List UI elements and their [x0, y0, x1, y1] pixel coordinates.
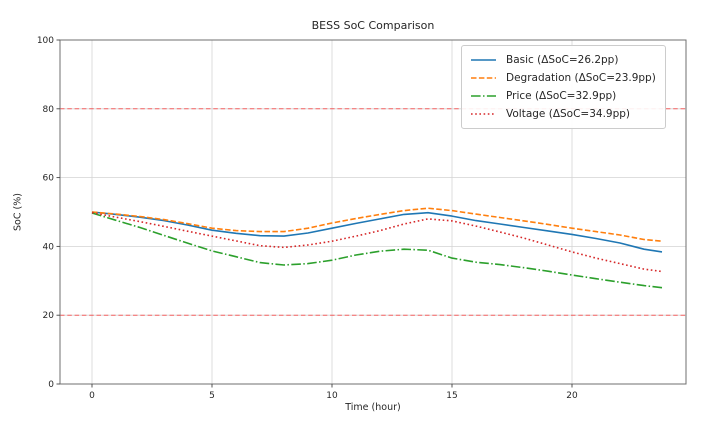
- chart-title: BESS SoC Comparison: [311, 19, 435, 32]
- axes-frame: [59, 39, 687, 385]
- x-tick-label: 0: [89, 391, 95, 401]
- y-axis-label: SoC (%): [12, 193, 24, 231]
- y-tick-label: 100: [37, 36, 54, 46]
- legend-item-degradation: Degradation (ΔSoC=23.9pp): [470, 69, 656, 87]
- x-tick-label: 10: [326, 391, 338, 401]
- legend-item-price: Price (ΔSoC=32.9pp): [470, 87, 656, 105]
- series-line-voltage: [91, 211, 663, 273]
- legend-item-voltage: Voltage (ΔSoC=34.9pp): [470, 105, 656, 123]
- legend-line-degradation-icon: [471, 77, 496, 79]
- legend-label-basic: Basic (ΔSoC=26.2pp): [506, 54, 619, 66]
- x-tick-label: 5: [209, 391, 215, 401]
- x-tick-label: 20: [566, 391, 578, 401]
- series-line-basic: [91, 211, 663, 253]
- y-tick-label: 40: [43, 242, 55, 252]
- legend-line-voltage-icon: [471, 113, 496, 115]
- legend-item-basic: Basic (ΔSoC=26.2pp): [470, 51, 656, 69]
- legend-label-voltage: Voltage (ΔSoC=34.9pp): [506, 108, 631, 120]
- y-tick-label: 60: [43, 174, 55, 184]
- series-line-price: [91, 212, 663, 289]
- x-tick-label: 15: [446, 391, 457, 401]
- legend-label-price: Price (ΔSoC=32.9pp): [506, 90, 617, 102]
- legend: Basic (ΔSoC=26.2pp) Degradation (ΔSoC=23…: [461, 45, 666, 129]
- y-tick-label: 80: [43, 105, 55, 115]
- y-tick-label: 0: [48, 380, 54, 390]
- legend-label-degradation: Degradation (ΔSoC=23.9pp): [506, 72, 656, 84]
- series-line-degradation: [91, 207, 663, 242]
- legend-line-price-icon: [471, 95, 496, 97]
- y-tick-label: 20: [43, 311, 55, 321]
- x-axis-label: Time (hour): [345, 402, 401, 413]
- legend-line-basic-icon: [471, 59, 496, 61]
